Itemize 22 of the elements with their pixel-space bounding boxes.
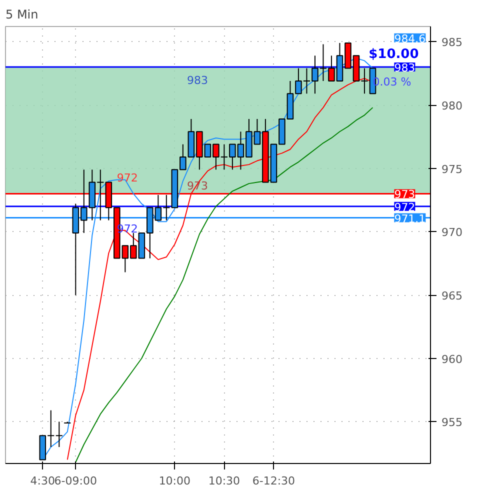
y-tick-label: 980 — [442, 100, 462, 113]
x-tick-label: 10:00 — [158, 474, 191, 488]
chart-title: 5 Min — [6, 8, 38, 22]
y-tick-label: 955 — [442, 416, 462, 430]
ref-line-label: 973 — [394, 188, 416, 202]
x-tick-label: 6-12:30 — [252, 474, 296, 488]
y-tick-label: 970 — [442, 226, 462, 240]
y-tick-label: 960 — [442, 352, 462, 366]
ref-line-label: 983 — [394, 62, 416, 75]
annotation: $10.00 — [368, 46, 419, 62]
candlestick — [55, 421, 63, 448]
y-tick-label: 975 — [442, 162, 462, 176]
annotation: 983 — [187, 74, 208, 88]
y-tick-label: 965 — [442, 290, 462, 303]
ref-line-label: 971.1 — [394, 212, 426, 226]
annotation: 972 — [116, 172, 138, 185]
x-tick-label: 6-09:00 — [54, 474, 97, 488]
x-tick-label: 4:30 — [30, 474, 55, 488]
x-tick-label: 10:30 — [208, 474, 240, 488]
ref-line-label: 972 — [394, 200, 416, 214]
y-tick-label: 985 — [442, 36, 462, 50]
text: 984.6 — [394, 32, 426, 46]
